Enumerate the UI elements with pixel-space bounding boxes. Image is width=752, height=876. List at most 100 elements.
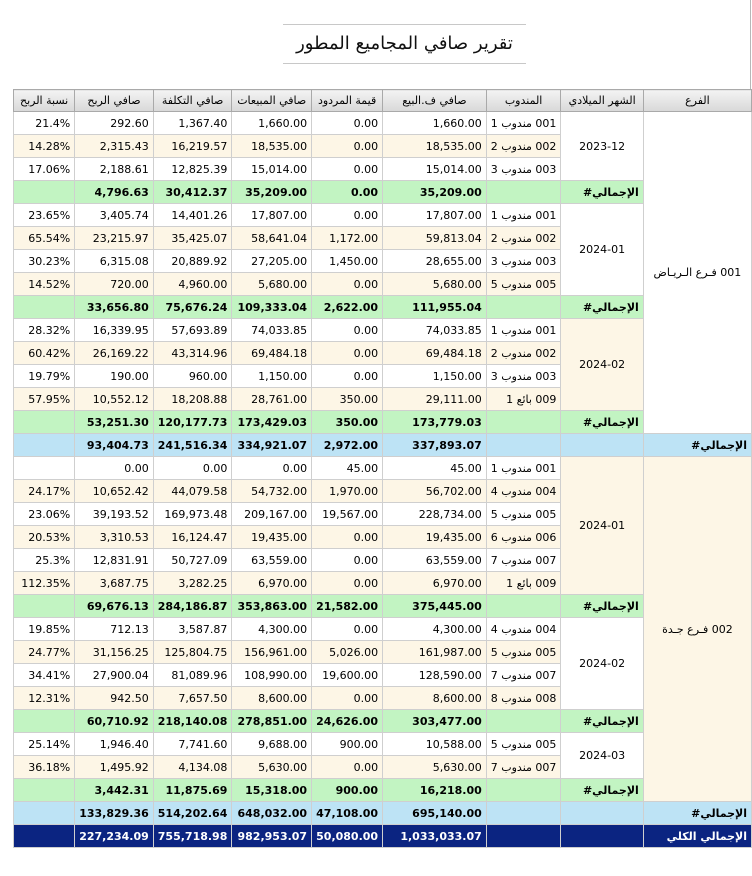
cell-gross[interactable]: 695,140.00 [382, 801, 487, 825]
cell-gross[interactable]: 17,807.00 [382, 203, 487, 227]
cell-returns[interactable]: 0.00 [311, 272, 384, 296]
cell-rate[interactable]: 17.06% [12, 157, 76, 181]
cell-gross[interactable]: 337,893.07 [382, 433, 487, 457]
cell-rate[interactable]: 65.54% [12, 226, 76, 250]
cell-returns[interactable]: 19,567.00 [311, 502, 384, 526]
cell-gross[interactable]: 375,445.00 [382, 594, 487, 618]
cell-sales[interactable]: 35,209.00 [231, 180, 313, 204]
cell-sales[interactable]: 278,851.00 [231, 709, 313, 733]
cell-cost[interactable]: 18,208.88 [152, 387, 233, 411]
cell-profit[interactable]: 227,234.09 [74, 824, 154, 848]
cell-empty[interactable] [485, 594, 562, 618]
table-row[interactable]: 25.14% 1,946.40 7,741.60 9,688.00 900.00 10,5… [12, 732, 752, 779]
cell-rate[interactable]: 19.85% [12, 617, 76, 641]
cell-rate[interactable]: 25.14% [12, 732, 76, 756]
cell-rep[interactable]: 003 مندوب 3 [485, 157, 562, 181]
cell-cost[interactable]: 35,425.07 [152, 226, 233, 250]
table-row[interactable]: 19.85% 712.13 3,587.87 4,300.00 0.00 4,300.00… [12, 617, 752, 710]
table-row[interactable]: 23.06% 39,193.52 169,973.48 209,167.00 19,56… [12, 502, 752, 526]
cell-rate[interactable] [12, 456, 76, 480]
cell-cost[interactable]: 30,412.37 [152, 180, 233, 204]
cell-cost[interactable]: 125,804.75 [152, 640, 233, 664]
cell-sales[interactable]: 173,429.03 [231, 410, 313, 434]
cell-rate[interactable]: 23.06% [12, 502, 76, 526]
cell-rate[interactable]: 24.77% [12, 640, 76, 664]
cell-sales[interactable]: 0.00 [231, 456, 313, 480]
cell-gross[interactable]: 16,218.00 [382, 778, 487, 802]
cell-sales[interactable]: 108,990.00 [231, 663, 313, 687]
cell-month[interactable]: 2024-02 [560, 617, 644, 710]
cell-cost[interactable]: 0.00 [152, 456, 233, 480]
cell-gross[interactable]: 18,535.00 [382, 134, 487, 158]
cell-gross[interactable]: 45.00 [382, 456, 487, 480]
month-subtotal-row[interactable]: 53,251.30 120,177.73 173,429.03 350.00 173,7… [12, 410, 752, 434]
cell-returns[interactable]: 0.00 [311, 134, 384, 158]
cell-profit[interactable]: 10,552.12 [74, 387, 154, 411]
cell-sales[interactable]: 17,807.00 [231, 203, 313, 227]
cell-profit[interactable]: 1,495.92 [74, 755, 154, 779]
cell-sales[interactable]: 8,600.00 [231, 686, 313, 710]
cell-cost[interactable]: 7,657.50 [152, 686, 233, 710]
cell-cost[interactable]: 4,960.00 [152, 272, 233, 296]
cell-sales[interactable]: 5,630.00 [231, 755, 313, 779]
cell-sales[interactable]: 209,167.00 [231, 502, 313, 526]
col-header-branch[interactable]: الفرع [642, 89, 752, 112]
cell-returns[interactable]: 0.00 [311, 571, 384, 595]
cell-gross[interactable]: 4,300.00 [382, 617, 487, 641]
cell-sales[interactable]: 18,535.00 [231, 134, 313, 158]
cell-cost[interactable]: 16,124.47 [152, 525, 233, 549]
cell-rep[interactable]: 007 مندوب 7 [485, 663, 562, 687]
cell-cost[interactable]: 218,140.08 [152, 709, 233, 733]
cell-returns[interactable]: 21,582.00 [311, 594, 384, 618]
cell-gross[interactable]: 29,111.00 [382, 387, 487, 411]
grand-total-row[interactable]: 227,234.09 755,718.98 982,953.07 50,080.00 1… [12, 824, 752, 848]
cell-cost[interactable]: 14,401.26 [152, 203, 233, 227]
cell-rep[interactable]: 009 بائع 1 [485, 571, 562, 595]
cell-sales[interactable]: 74,033.85 [231, 318, 313, 342]
cell-profit[interactable]: 1,946.40 [74, 732, 154, 756]
table-row[interactable]: 19.79% 190.00 960.00 1,150.00 0.00 1,150.00 00… [12, 364, 752, 388]
cell-rep[interactable]: 005 مندوب 5 [485, 640, 562, 664]
cell-rep[interactable]: 001 مندوب 1 [485, 318, 562, 342]
table-row[interactable]: 20.53% 3,310.53 16,124.47 19,435.00 0.00 19,4… [12, 525, 752, 549]
table-row[interactable]: 34.41% 27,900.04 81,089.96 108,990.00 19,600… [12, 663, 752, 687]
cell-empty[interactable] [485, 778, 562, 802]
cell-sales[interactable]: 334,921.07 [231, 433, 313, 457]
cell-profit[interactable]: 27,900.04 [74, 663, 154, 687]
table-row[interactable]: 65.54% 23,215.97 35,425.07 58,641.04 1,172.0… [12, 226, 752, 250]
branch-total-row[interactable]: 133,829.36 514,202.64 648,032.00 47,108.00 6… [12, 801, 752, 825]
cell-sales[interactable]: 58,641.04 [231, 226, 313, 250]
cell-returns[interactable]: 0.00 [311, 203, 384, 227]
cell-cost[interactable]: 169,973.48 [152, 502, 233, 526]
cell-returns[interactable]: 0.00 [311, 525, 384, 549]
cell-rate[interactable]: 112.35% [12, 571, 76, 595]
cell-rate[interactable]: 23.65% [12, 203, 76, 227]
cell-month[interactable]: 2024-02 [560, 318, 644, 411]
cell-returns[interactable]: 0.00 [311, 686, 384, 710]
cell-rate[interactable]: 19.79% [12, 364, 76, 388]
table-row[interactable]: 36.18% 1,495.92 4,134.08 5,630.00 0.00 5,630.… [12, 755, 752, 779]
subtotal-label[interactable]: #الإجمالي [560, 709, 644, 733]
table-row[interactable]: 12.31% 942.50 7,657.50 8,600.00 0.00 8,600.00… [12, 686, 752, 710]
cell-profit[interactable]: 53,251.30 [74, 410, 154, 434]
cell-sales[interactable]: 156,961.00 [231, 640, 313, 664]
cell-rate[interactable]: 36.18% [12, 755, 76, 779]
cell-rate[interactable] [12, 594, 76, 618]
cell-returns[interactable]: 50,080.00 [311, 824, 384, 848]
subtotal-label[interactable]: #الإجمالي [560, 778, 644, 802]
cell-profit[interactable]: 4,796.63 [74, 180, 154, 204]
subtotal-label[interactable]: #الإجمالي [560, 594, 644, 618]
table-row[interactable]: 21.4% 292.60 1,367.40 1,660.00 0.00 1,660.00 0… [12, 111, 752, 434]
cell-profit[interactable]: 26,169.22 [74, 341, 154, 365]
cell-cost[interactable]: 7,741.60 [152, 732, 233, 756]
cell-gross[interactable]: 1,660.00 [382, 111, 487, 135]
table-row[interactable]: 25.3% 12,831.91 50,727.09 63,559.00 0.00 63,5… [12, 548, 752, 572]
cell-sales[interactable]: 27,205.00 [231, 249, 313, 273]
cell-gross[interactable]: 15,014.00 [382, 157, 487, 181]
cell-profit[interactable]: 69,676.13 [74, 594, 154, 618]
cell-profit[interactable]: 3,310.53 [74, 525, 154, 549]
cell-empty[interactable] [485, 824, 562, 848]
cell-returns[interactable]: 0.00 [311, 755, 384, 779]
cell-cost[interactable]: 57,693.89 [152, 318, 233, 342]
cell-gross[interactable]: 19,435.00 [382, 525, 487, 549]
